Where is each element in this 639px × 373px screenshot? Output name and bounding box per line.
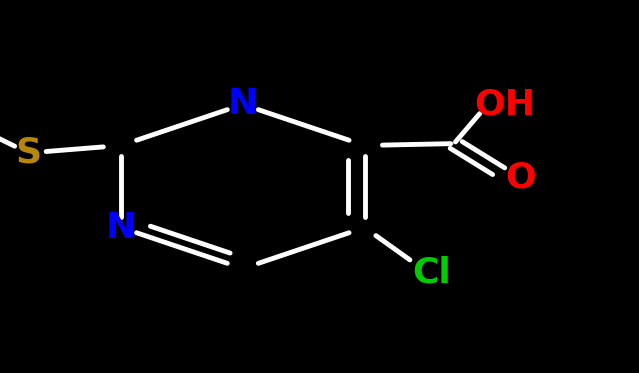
Text: N: N bbox=[227, 87, 258, 122]
Text: OH: OH bbox=[475, 87, 535, 122]
Text: Cl: Cl bbox=[412, 255, 451, 289]
Text: O: O bbox=[505, 160, 537, 194]
Text: S: S bbox=[15, 136, 42, 170]
Text: N: N bbox=[106, 210, 136, 245]
